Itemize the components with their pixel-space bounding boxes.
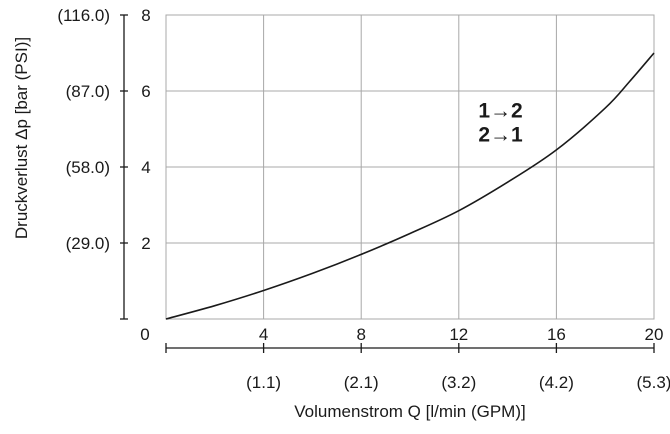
x-tick-label-secondary: (5.3) [637,373,670,392]
flow-direction-label: 1→2 [478,100,522,123]
grid [165,14,655,320]
x-tick-label: 8 [356,325,365,344]
y-tick-label-secondary: (116.0) [57,6,110,25]
y-axis-label: Druckverlust Δp [bar (PSI)] [12,37,31,239]
x-tick-label: 0 [140,325,149,344]
y-tick-label-secondary: (87.0) [66,82,110,101]
series-line [165,52,655,320]
y-tick-label: 2 [141,234,150,253]
x-tick-label-secondary: (3.2) [441,373,476,392]
y-tick-label-secondary: (29.0) [66,234,110,253]
x-tick-label: 16 [547,325,566,344]
series [165,52,655,320]
y-tick-label: 6 [141,82,150,101]
x-tick-label: 4 [259,325,268,344]
tick-labels: 0 4 (1.1) 8 (2.1) 12 (3.2) 16 (4.2) 20 (5.3) 2 (29.0… [57,6,670,392]
y-tick-label-secondary: (58.0) [66,158,110,177]
x-tick-label-secondary: (1.1) [246,373,281,392]
x-axis-label: Volumenstrom Q [l/min (GPM)] [294,402,525,421]
y-tick-label: 8 [141,6,150,25]
axes [120,14,655,353]
x-tick-label-secondary: (4.2) [539,373,574,392]
x-tick-label-secondary: (2.1) [344,373,379,392]
flow-direction-label: 2→1 [478,124,523,147]
y-tick-label: 4 [141,158,150,177]
x-tick-label: 20 [645,325,664,344]
x-tick-label: 12 [449,325,468,344]
annotations: 1→22→1 [478,100,523,147]
